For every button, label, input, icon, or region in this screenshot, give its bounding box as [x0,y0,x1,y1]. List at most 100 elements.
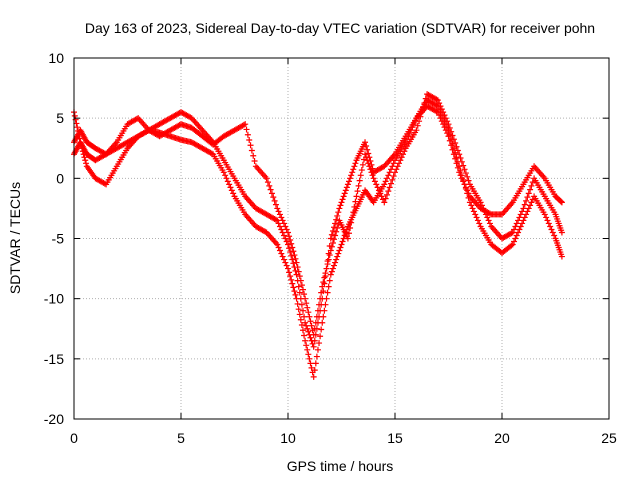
data-point [308,364,315,371]
data-point [279,253,286,260]
data-point [296,311,303,318]
data-point [283,262,290,269]
data-point [335,209,342,216]
data-point [480,205,487,212]
data-point [313,313,320,320]
data-point [287,237,294,244]
data-point [275,208,282,215]
data-point [413,127,420,134]
data-point [354,188,361,195]
data-point [333,216,340,223]
data-point [449,146,456,153]
data-point [299,286,306,293]
series-track-3 [71,91,565,338]
data-point [383,175,390,182]
data-point [243,126,250,133]
data-point [250,152,257,159]
data-point [436,100,443,107]
data-point [316,340,323,347]
data-point [389,176,396,183]
data-point [310,373,317,380]
data-point [365,160,372,167]
data-point [528,182,535,189]
data-point [434,109,441,116]
data-point [290,248,297,255]
y-tick-label: 0 [56,170,64,186]
x-tick-label: 15 [387,430,403,446]
data-point [280,256,287,263]
data-point [440,109,447,116]
data-point [74,124,81,131]
data-point [519,220,526,227]
data-point [353,193,360,200]
data-point [224,178,231,185]
data-point [290,284,297,291]
data-point [302,295,309,302]
data-point [460,178,467,185]
data-point [296,289,303,296]
data-point [513,232,520,239]
data-point [356,177,363,184]
data-point [333,256,340,263]
data-point [461,166,468,173]
data-point [485,217,492,224]
data-point [453,143,460,150]
data-point [307,360,314,367]
data-point [329,240,336,247]
data-point [294,264,301,271]
data-point [228,187,235,194]
data-point [386,169,393,176]
data-point [444,130,451,137]
data-point [390,173,397,180]
data-point [322,270,329,277]
data-point [306,313,313,320]
data-point [524,194,531,201]
data-point [398,154,405,161]
data-point [274,205,281,212]
data-point [558,199,565,206]
data-point [437,103,444,110]
data-point [484,214,491,221]
data-point [278,226,285,233]
data-point [336,247,343,254]
data-point [312,360,319,367]
data-point [278,214,285,221]
data-point [338,241,345,248]
data-point [334,253,341,260]
data-point [464,187,471,194]
data-point [457,155,464,162]
data-point [351,163,358,170]
data-point [297,316,304,323]
data-point [509,229,516,236]
data-point [331,262,338,269]
data-point [418,109,425,116]
data-point [375,187,382,194]
data-point [325,283,332,290]
data-point [347,175,354,182]
data-point [344,235,351,242]
data-point [242,121,249,128]
data-point [223,175,230,182]
data-point [511,238,518,245]
data-point [317,333,324,340]
data-point [292,291,299,298]
data-point [283,238,290,245]
data-point [527,202,534,209]
data-point [341,190,348,197]
data-point [433,96,440,103]
data-point [306,355,313,362]
data-point [382,178,389,185]
data-point [549,229,556,236]
data-point [280,220,287,227]
data-point [307,318,314,325]
data-point [446,137,453,144]
data-point [298,321,305,328]
data-point [457,172,464,179]
data-point [456,151,463,158]
data-point [289,256,296,263]
data-point [465,177,472,184]
data-point [333,228,340,235]
data-point [311,337,318,344]
data-point [393,166,400,173]
data-point [312,319,319,326]
